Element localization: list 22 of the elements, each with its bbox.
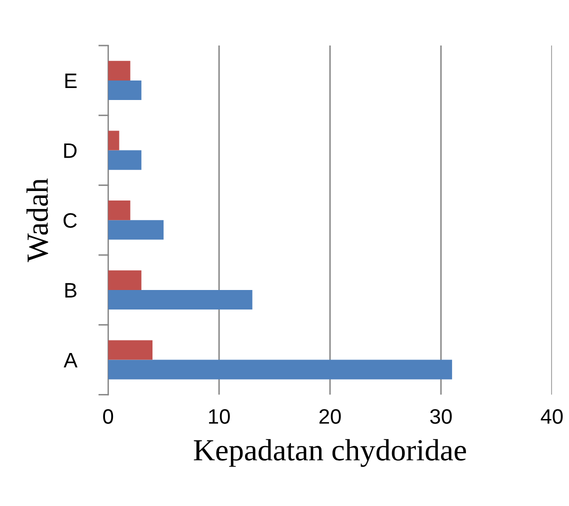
x-tick-label: 0	[103, 409, 114, 424]
x-tick-label: 20	[319, 409, 341, 424]
bar	[108, 270, 142, 290]
bar	[108, 360, 452, 380]
bar	[108, 80, 142, 100]
bar	[108, 130, 120, 150]
y-axis-title: Wadah	[26, 178, 48, 262]
bar	[108, 200, 130, 220]
y-tick-label: E	[65, 74, 77, 88]
bar	[108, 340, 152, 360]
bar	[108, 290, 252, 310]
y-tick-label: B	[65, 283, 76, 298]
bar	[108, 150, 142, 170]
bar	[108, 220, 164, 240]
x-tick-label: 40	[540, 409, 563, 424]
x-axis-title: Kepadatan chydoridae	[194, 439, 466, 467]
y-tick-label: C	[64, 213, 77, 228]
y-tick-label: A	[64, 352, 78, 368]
x-tick-label: 10	[209, 409, 230, 424]
y-tick-label: D	[64, 144, 77, 158]
x-tick-label: 30	[430, 409, 452, 424]
bar	[108, 60, 130, 80]
